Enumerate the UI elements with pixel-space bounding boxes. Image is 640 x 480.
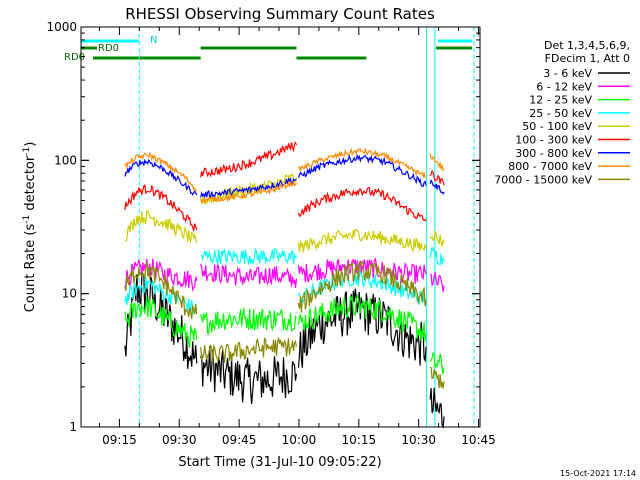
series-line-1-seg-3 — [429, 272, 445, 292]
x-axis-label: Start Time (31-Jul-10 09:05:22) — [178, 455, 381, 470]
series-line-4-seg-2 — [297, 227, 427, 253]
series-line-3-seg-2 — [298, 269, 427, 305]
x-tick-label-0: 09:15 — [102, 433, 137, 447]
legend-header-1: FDecim 1, Att 0 — [545, 52, 630, 65]
series-line-2-seg-3 — [429, 351, 445, 375]
series-line-7-seg-3 — [429, 153, 445, 172]
series-line-6-seg-1 — [200, 177, 297, 199]
series-line-8-seg-2 — [297, 260, 427, 313]
series-line-2-seg-1 — [200, 308, 298, 335]
series-line-5-seg-1 — [200, 141, 298, 178]
legend-label-4: 50 - 100 keV — [522, 120, 592, 133]
y-tick-label-2: 100 — [54, 153, 77, 167]
series-line-1-seg-1 — [200, 263, 298, 288]
series-line-0-seg-1 — [200, 346, 298, 405]
y-label-sup1: -1 — [22, 215, 32, 224]
x-tick-label-6: 10:45 — [461, 433, 496, 447]
series-line-3-seg-1 — [200, 248, 297, 265]
x-tick-label-4: 10:15 — [342, 433, 377, 447]
y-axis-label: Count Rate (s-1 detector-1) — [22, 142, 38, 313]
series-line-2-seg-2 — [297, 293, 427, 342]
legend-label-8: 7000 - 15000 keV — [494, 173, 592, 186]
y-axis: 1 10 100 1000 — [46, 20, 480, 434]
series-line-3-seg-0 — [124, 276, 198, 316]
y-tick-label-3: 1000 — [46, 20, 77, 34]
x-tick-label-3: 10:00 — [282, 433, 317, 447]
series-line-1-seg-0 — [124, 258, 198, 292]
legend: Det 1,3,4,5,6,9,FDecim 1, Att 0 3 - 6 keV… — [494, 39, 630, 186]
series-line-8-seg-3 — [429, 366, 445, 389]
series-line-6-seg-0 — [124, 158, 198, 196]
legend-label-6: 300 - 800 keV — [515, 147, 592, 160]
legend-label-1: 6 - 12 keV — [536, 80, 592, 93]
series-line-5-seg-0 — [124, 183, 198, 232]
series-line-2-seg-0 — [124, 296, 198, 348]
x-tick-label-1: 09:30 — [162, 433, 197, 447]
plot-area — [80, 27, 475, 429]
legend-label-3: 25 - 50 keV — [529, 107, 592, 120]
flag-label-n: N — [150, 35, 157, 46]
x-tick-label-2: 09:45 — [222, 433, 257, 447]
y-tick-label-1: 10 — [62, 287, 77, 301]
series-line-5-seg-3 — [429, 169, 445, 186]
y-tick-label-0: 1 — [69, 420, 77, 434]
flag-bars — [81, 39, 473, 60]
series-line-1-seg-2 — [297, 256, 427, 284]
legend-label-7: 800 - 7000 keV — [508, 160, 592, 173]
series-line-7-seg-1 — [200, 180, 298, 205]
series-line-4-seg-0 — [124, 209, 198, 244]
legend-label-0: 3 - 6 keV — [543, 67, 592, 80]
legend-label-5: 100 - 300 keV — [515, 134, 592, 147]
series-line-8-seg-1 — [200, 337, 298, 364]
series-line-7-seg-2 — [298, 147, 427, 179]
series-line-6-seg-3 — [429, 178, 445, 195]
x-axis: 09:15 09:30 09:45 10:00 10:15 10:30 10:45 — [98, 27, 496, 447]
legend-header-0: Det 1,3,4,5,6,9, — [544, 39, 630, 52]
chart-title: RHESSI Observing Summary Count Rates — [125, 5, 435, 23]
plot-frame — [80, 26, 481, 428]
flag-label-rd0-top: RD0 — [98, 43, 119, 54]
series-line-3-seg-3 — [429, 245, 445, 267]
y-label-part2: detector — [23, 155, 38, 215]
series-line-7-seg-0 — [124, 151, 198, 193]
series-line-8-seg-0 — [124, 261, 198, 319]
timestamp: 15-Oct-2021 17:14 — [560, 469, 636, 478]
series-line-0-seg-3 — [429, 387, 445, 429]
y-label-part1: Count Rate (s — [23, 224, 38, 313]
legend-label-2: 12 - 25 keV — [529, 94, 592, 107]
y-label-sup2: -1 — [22, 147, 32, 156]
series-line-5-seg-2 — [297, 187, 427, 222]
x-tick-label-5: 10:30 — [401, 433, 436, 447]
y-label-part3: ) — [23, 142, 38, 147]
series-line-4-seg-3 — [429, 229, 445, 247]
series-line-6-seg-2 — [297, 154, 427, 188]
flag-label-rd0-bottom: RD0 — [64, 52, 85, 63]
